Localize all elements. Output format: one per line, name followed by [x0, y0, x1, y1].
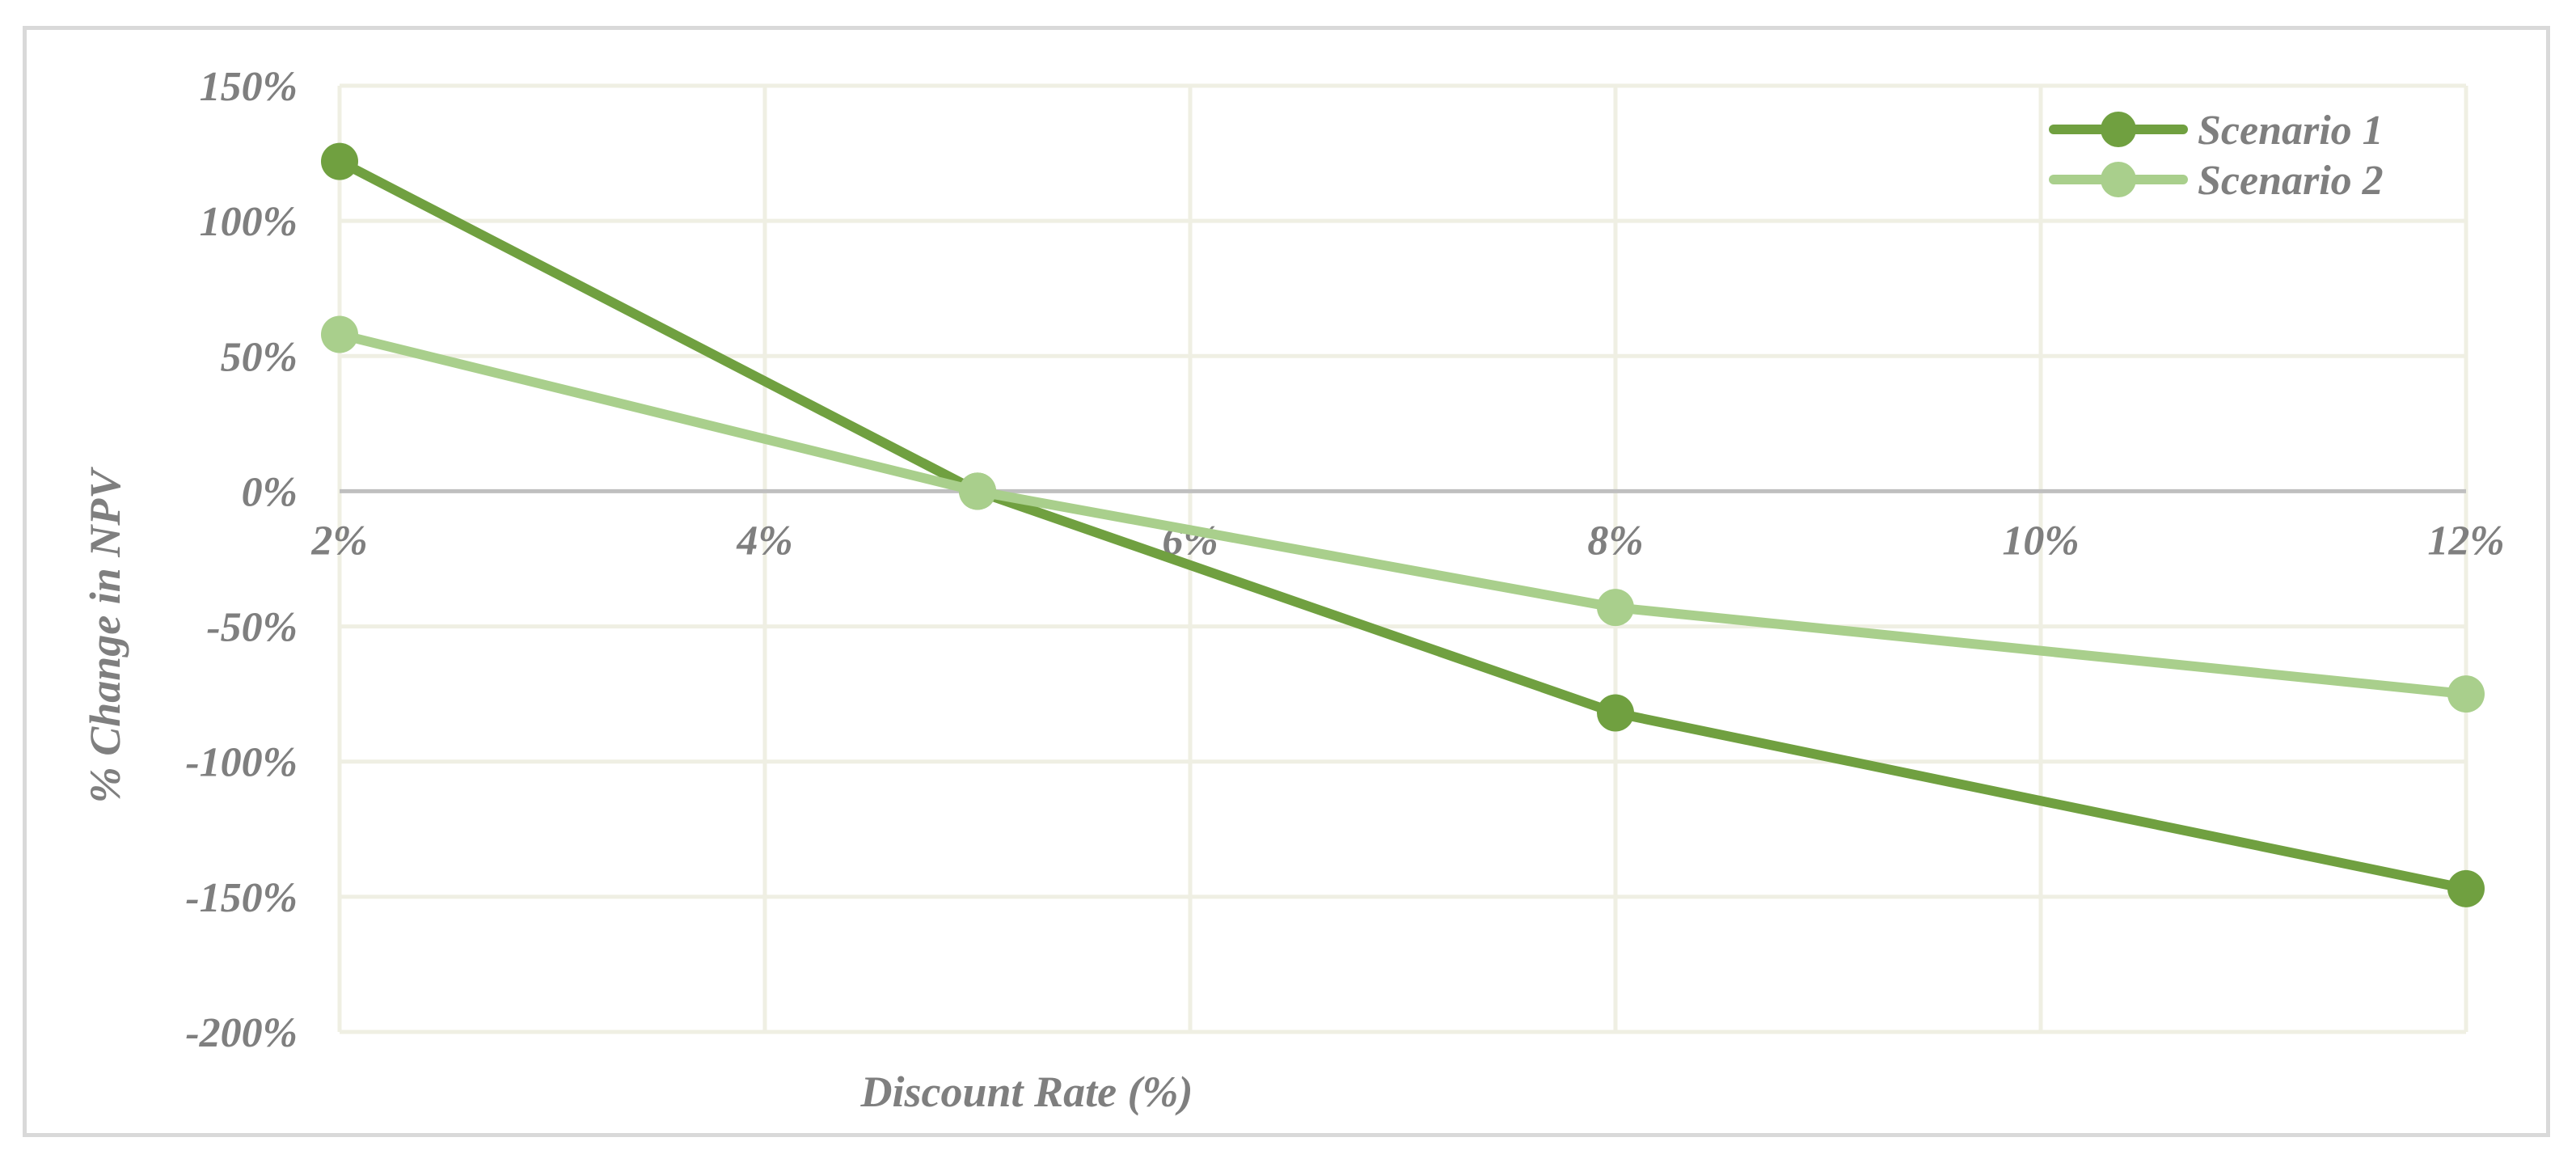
legend-label: Scenario 2 [2198, 158, 2384, 204]
series-2 [321, 315, 2485, 713]
y-tick-label: -100% [185, 740, 298, 786]
y-tick-label: 50% [221, 334, 298, 380]
data-point [321, 315, 358, 353]
y-tick-label: -150% [185, 875, 298, 921]
x-axis-title: Discount Rate (%) [860, 1068, 1193, 1116]
data-point [2447, 869, 2485, 907]
y-axis-title: % Change in NPV [81, 467, 129, 804]
x-tick-label: 12% [2427, 518, 2504, 564]
legend-label: Scenario 1 [2198, 108, 2384, 154]
data-point [959, 472, 996, 510]
series-layer [321, 142, 2485, 907]
y-tick-label: 100% [200, 199, 298, 245]
y-tick-label: -200% [185, 1010, 298, 1056]
y-tick-label: -50% [206, 605, 298, 651]
tick-labels: 150%100%50%0%-50%-100%-150%-200%2% 4% 6% 8%… [185, 64, 2504, 1056]
x-tick-label: 4% [736, 518, 792, 564]
legend-marker [2101, 112, 2136, 147]
x-tick-label: 10% [2002, 518, 2079, 564]
y-tick-label: 150% [200, 64, 298, 110]
series-1 [321, 142, 2485, 907]
series-line [335, 156, 2471, 894]
y-tick-label: 0% [242, 469, 298, 515]
data-point [1597, 589, 1634, 627]
data-point [2447, 675, 2485, 713]
data-point [1597, 694, 1634, 732]
series-line [335, 329, 2471, 700]
x-tick-label: 2% [310, 518, 367, 564]
grid-layer [337, 83, 2468, 1034]
legend-marker [2101, 162, 2136, 197]
x-tick-label: 8% [1587, 518, 1643, 564]
data-point [321, 142, 358, 180]
